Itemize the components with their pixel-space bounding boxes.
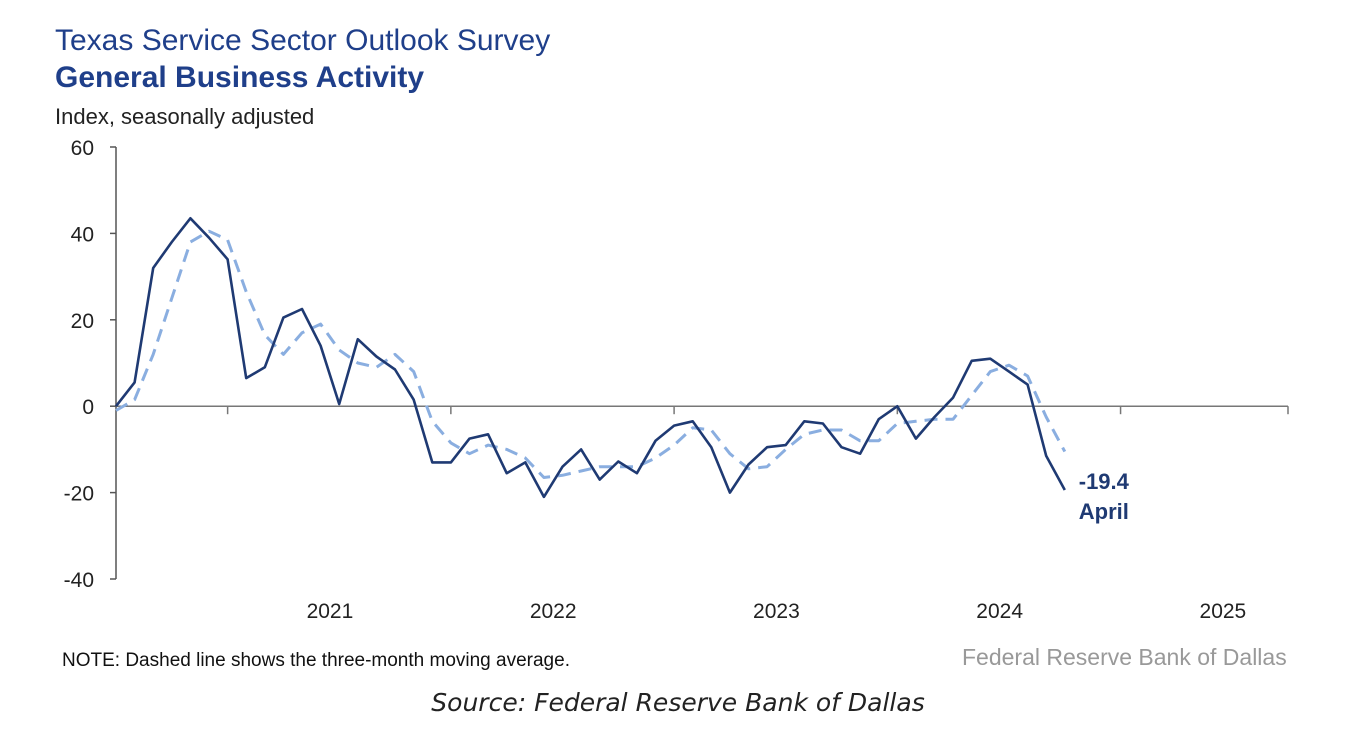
annotation-label: April xyxy=(1079,499,1129,524)
y-tick-label: -40 xyxy=(64,569,94,592)
y-tick-label: 40 xyxy=(71,223,94,246)
chart-note: NOTE: Dashed line shows the three-month … xyxy=(62,650,570,671)
chart-credit: Federal Reserve Bank of Dallas xyxy=(962,644,1287,670)
moving-average-line xyxy=(115,229,1067,479)
x-tick-label: 2023 xyxy=(753,600,800,623)
x-tick-label: 2021 xyxy=(307,600,354,623)
y-tick-label: 20 xyxy=(71,310,94,333)
x-tick-label: 2024 xyxy=(976,600,1023,623)
line-chart: -40 -20 0 20 40 60 2021 2022 2023 2024 2025 -19.4 Ap… xyxy=(64,137,1289,623)
x-tick-label: 2022 xyxy=(530,600,577,623)
y-axis-label: Index, seasonally adjusted xyxy=(55,104,315,129)
source-caption: Source: Federal Reserve Bank of Dallas xyxy=(431,688,925,717)
y-tick-label: 60 xyxy=(71,137,94,160)
index-line xyxy=(114,217,1066,499)
y-tick-label: -20 xyxy=(64,483,94,506)
chart-title: Texas Service Sector Outlook Survey xyxy=(55,24,551,57)
chart-subtitle: General Business Activity xyxy=(55,61,425,94)
annotation-value: -19.4 xyxy=(1079,469,1130,494)
y-tick-label: 0 xyxy=(82,396,94,419)
x-tick-label: 2025 xyxy=(1200,600,1247,623)
